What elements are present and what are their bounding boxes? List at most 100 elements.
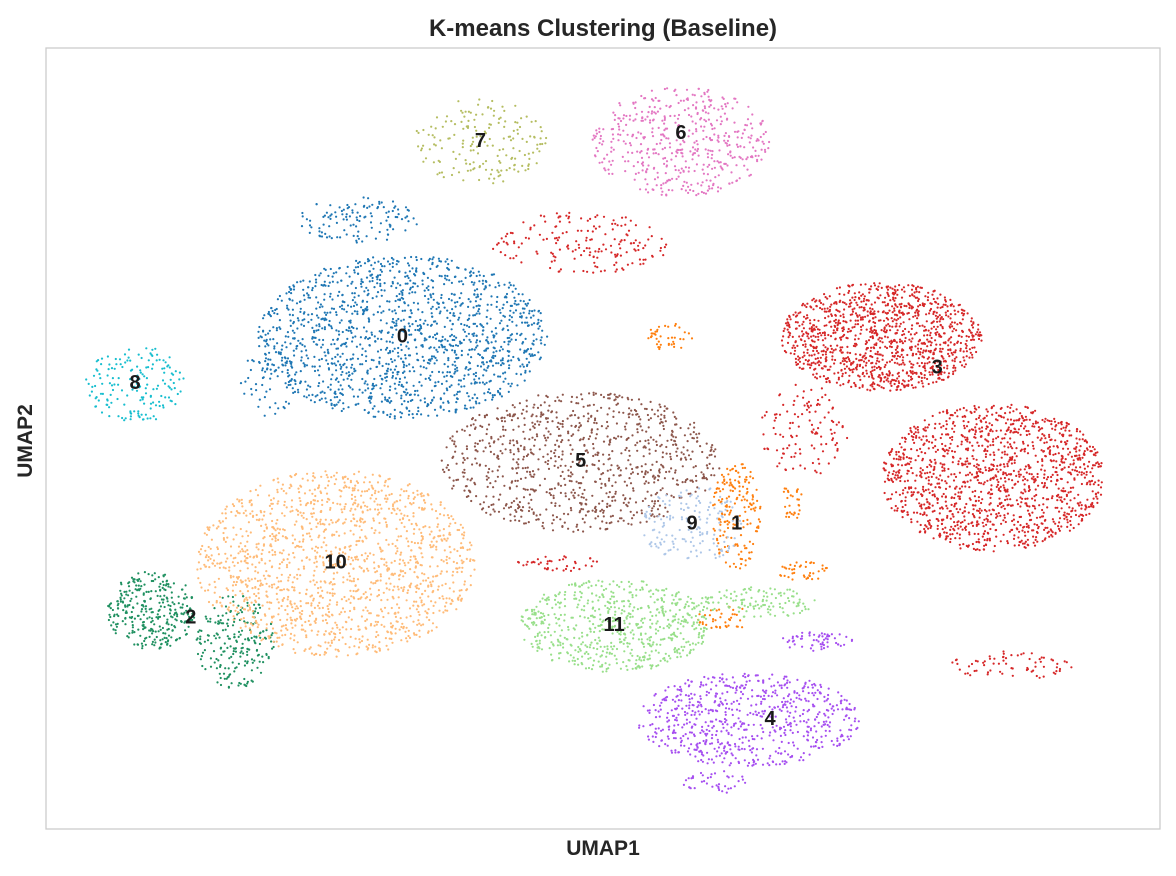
scatter-point (917, 454, 920, 458)
scatter-point (915, 353, 918, 356)
scatter-point (434, 381, 437, 384)
scatter-point (366, 294, 369, 297)
scatter-point (952, 364, 956, 367)
scatter-point (499, 393, 502, 396)
scatter-point (878, 366, 881, 369)
scatter-point (431, 305, 434, 308)
scatter-point (951, 455, 955, 458)
scatter-point (402, 366, 405, 369)
scatter-point (407, 329, 411, 332)
scatter-point (339, 355, 342, 358)
scatter-point (977, 499, 980, 502)
scatter-point (921, 457, 925, 460)
scatter-point (883, 480, 887, 483)
scatter-point (131, 620, 134, 624)
scatter-point (718, 551, 721, 554)
scatter-point (927, 329, 930, 332)
scatter-point (275, 329, 278, 332)
scatter-point (888, 451, 891, 454)
scatter-point (151, 619, 154, 622)
scatter-point (962, 356, 965, 359)
scatter-point (881, 341, 884, 344)
scatter-point (472, 314, 475, 317)
scatter-point (219, 664, 222, 667)
scatter-point (897, 463, 900, 466)
scatter-point (449, 335, 452, 338)
scatter-point (270, 640, 273, 643)
scatter-point (455, 353, 458, 356)
scatter-point (1004, 412, 1007, 415)
scatter-point (423, 289, 426, 292)
scatter-point (915, 436, 918, 439)
scatter-point (472, 373, 475, 376)
scatter-point (484, 286, 487, 289)
scatter-point (912, 285, 915, 288)
scatter-point (351, 209, 354, 212)
scatter-point (1034, 409, 1037, 412)
scatter-point (1032, 447, 1035, 450)
scatter-point (878, 374, 881, 377)
scatter-point (931, 435, 935, 438)
scatter-point (657, 325, 661, 328)
scatter-point (923, 503, 926, 506)
scatter-point (397, 355, 400, 358)
scatter-point (472, 406, 475, 409)
scatter-point (464, 367, 467, 370)
scatter-point (284, 364, 287, 367)
scatter-point (165, 596, 168, 599)
scatter-point (803, 354, 806, 357)
scatter-point (884, 345, 887, 348)
scatter-point (802, 320, 805, 323)
scatter-point (117, 614, 120, 618)
scatter-point (330, 378, 333, 381)
scatter-point (951, 422, 955, 425)
scatter-point (335, 329, 338, 332)
scatter-point (373, 286, 376, 289)
scatter-point (166, 628, 169, 631)
scatter-point (252, 612, 255, 615)
scatter-point (787, 515, 791, 519)
scatter-point (795, 327, 798, 330)
scatter-point (941, 305, 944, 308)
scatter-point (1069, 490, 1072, 493)
scatter-point (396, 351, 400, 354)
scatter-point (469, 300, 472, 303)
scatter-point (391, 374, 394, 378)
scatter-point (449, 311, 452, 315)
scatter-point (867, 299, 870, 302)
scatter-point (391, 209, 394, 213)
scatter-point (370, 397, 373, 400)
scatter-point (327, 274, 330, 277)
scatter-point (892, 298, 895, 301)
scatter-point (401, 289, 404, 292)
scatter-point (269, 622, 273, 626)
scatter-point (999, 485, 1002, 488)
scatter-point (408, 370, 411, 373)
scatter-point (384, 396, 387, 399)
scatter-point (358, 388, 361, 391)
scatter-point (867, 359, 871, 362)
scatter-point (940, 426, 943, 429)
scatter-point (928, 309, 932, 312)
scatter-point (331, 407, 334, 410)
scatter-point (943, 467, 946, 470)
scatter-point (368, 399, 371, 403)
scatter-point (341, 307, 344, 310)
scatter-point (978, 511, 982, 515)
scatter-point (511, 320, 514, 323)
scatter-point (302, 279, 305, 282)
scatter-point (484, 399, 487, 402)
scatter-point (945, 482, 948, 485)
scatter-point (227, 618, 230, 621)
scatter-point (907, 330, 910, 333)
scatter-point (950, 503, 953, 506)
scatter-point (853, 307, 856, 310)
scatter-point (324, 232, 327, 235)
scatter-point (1051, 473, 1054, 476)
scatter-point (995, 516, 998, 519)
scatter-point (1028, 467, 1031, 470)
scatter-point (828, 321, 831, 324)
scatter-point (508, 350, 511, 353)
scatter-point (365, 355, 368, 358)
scatter-point (922, 349, 925, 352)
